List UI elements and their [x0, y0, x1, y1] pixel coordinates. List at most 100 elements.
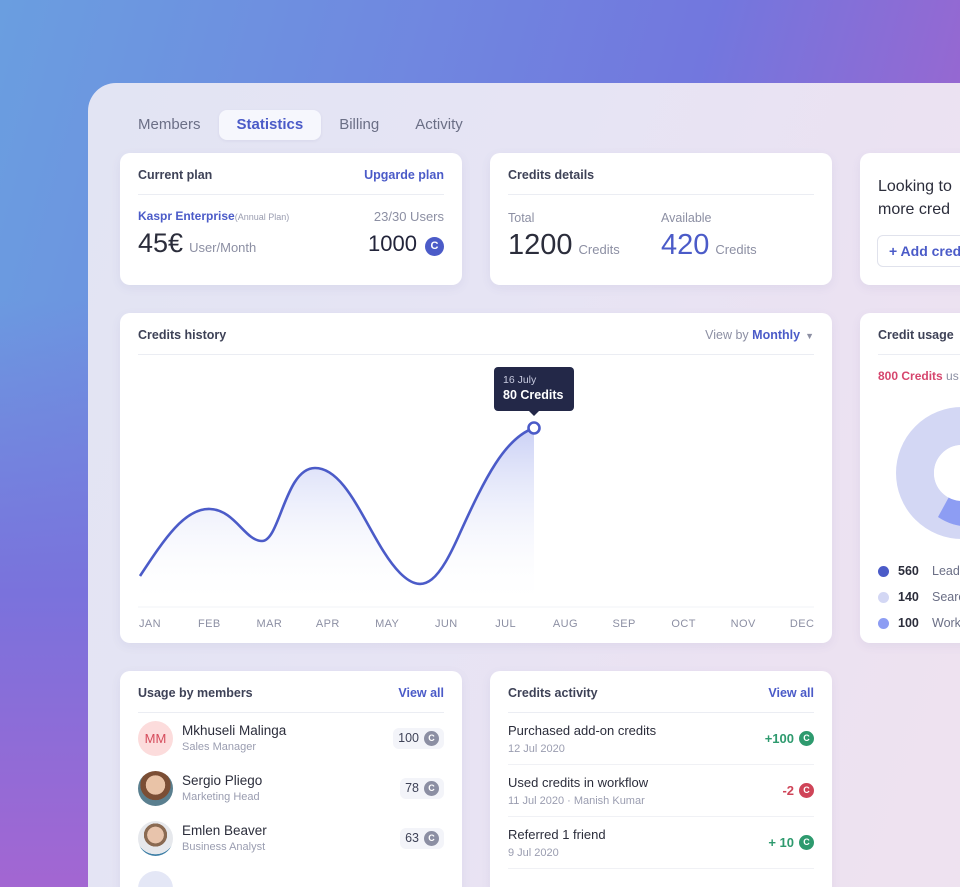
total-value: 1200	[508, 229, 573, 261]
add-credits-button[interactable]: + Add cred	[877, 235, 960, 267]
x-axis: JAN FEB MAR APR MAY JUN JUL AUG SEP OCT …	[138, 618, 814, 630]
avatar	[138, 820, 173, 856]
activity-row: Referred 1 friend 9 Jul 2020 + 10 C	[508, 817, 814, 869]
legend-item: 560 Lead	[878, 558, 960, 584]
plan-price: 45€	[138, 228, 184, 258]
credits-used-suffix: us	[946, 369, 959, 383]
card-title: Credits activity	[508, 686, 598, 700]
member-name: Sergio Pliego	[182, 773, 263, 788]
credit-usage-card: Credit usage 800 Credits us 560 Lead 140…	[860, 313, 960, 643]
view-by-dropdown[interactable]: View by Monthly ▼	[705, 328, 814, 342]
view-all-activity-link[interactable]: View all	[768, 686, 814, 700]
card-title: Credits details	[508, 168, 595, 182]
plan-credits: 1000	[368, 230, 417, 256]
x-tick: AUG	[552, 618, 578, 630]
member-role: Business Analyst	[182, 841, 266, 853]
card-title: Current plan	[138, 168, 213, 182]
usage-by-members-card: Usage by members View all MM Mkhuseli Ma…	[120, 671, 462, 887]
promo-line-2: more cred	[878, 201, 951, 218]
x-tick: MAR	[256, 618, 283, 630]
available-unit: Credits	[715, 242, 757, 257]
add-credits-promo-card: Looking to more cred + Add cred	[860, 153, 960, 285]
credit-coin-icon: C	[799, 731, 814, 746]
member-credits-badge: 63 C	[400, 827, 444, 849]
plan-users: 23/30 Users	[373, 209, 444, 224]
plan-type: (Annual Plan)	[234, 212, 290, 222]
total-unit: Credits	[578, 242, 620, 257]
activity-amount: -2 C	[782, 783, 814, 798]
avatar: MM	[138, 720, 173, 756]
card-title: Usage by members	[138, 686, 253, 700]
chevron-down-icon: ▼	[805, 331, 814, 341]
activity-title: Purchased add-on credits	[508, 722, 657, 738]
member-credits-badge: 100 C	[393, 727, 444, 749]
x-tick: FEB	[197, 618, 221, 630]
chart-line	[138, 426, 535, 586]
tab-statistics[interactable]: Statistics	[218, 110, 322, 140]
available-value: 420	[661, 229, 710, 261]
member-row[interactable]: MM Mkhuseli Malinga Sales Manager 100 C	[138, 713, 444, 763]
member-name: Emlen Beaver	[182, 823, 267, 838]
member-name: Mkhuseli Malinga	[182, 723, 287, 738]
x-tick: JAN	[139, 618, 161, 630]
tooltip-value: 80 Credits	[503, 388, 564, 402]
x-tick: NOV	[730, 618, 756, 630]
plan-name: Kaspr Enterprise	[138, 209, 235, 223]
member-row[interactable]: Emlen Beaver Business Analyst 63 C	[138, 813, 444, 863]
credit-coin-icon: C	[425, 236, 444, 256]
member-credits-badge: 78 C	[400, 777, 444, 799]
current-plan-card: Current plan Upgarde plan Kaspr Enterpri…	[120, 153, 462, 285]
credits-details-card: Credits details Total 1200 Credits Avail…	[490, 153, 832, 285]
activity-title: Used credits in workflow	[508, 774, 649, 790]
price-unit: User/Month	[189, 240, 257, 255]
highlight-point[interactable]	[527, 421, 541, 435]
credit-coin-icon: C	[424, 730, 439, 746]
credits-used: 800 Credits	[878, 369, 943, 383]
total-label: Total	[508, 211, 535, 225]
chart-tooltip: 16 July 80 Credits	[494, 367, 574, 416]
tooltip-date: 16 July	[503, 374, 537, 386]
x-tick: JUL	[495, 618, 516, 630]
activity-title: Referred 1 friend	[508, 826, 606, 842]
member-role: Sales Manager	[182, 741, 256, 753]
tab-activity[interactable]: Activity	[415, 116, 463, 133]
card-title: Credit usage	[878, 328, 954, 342]
x-tick: OCT	[671, 618, 696, 630]
member-row[interactable]	[138, 863, 444, 887]
legend-item: 100 Work	[878, 610, 960, 636]
usage-donut-chart	[896, 407, 960, 539]
legend-dot-icon	[878, 591, 889, 603]
promo-line-1: Looking to	[878, 178, 952, 195]
tab-members[interactable]: Members	[138, 116, 201, 133]
credits-activity-card: Credits activity View all Purchased add-…	[490, 671, 832, 887]
view-by-label: View by	[705, 328, 749, 342]
x-tick: SEP	[612, 618, 636, 630]
avatar	[138, 870, 173, 887]
activity-amount: +100 C	[765, 731, 814, 746]
legend-item: 140 Searc	[878, 584, 960, 610]
activity-amount: + 10 C	[768, 835, 814, 850]
credits-history-card: Credits history View by Monthly ▼ 16 July…	[120, 313, 832, 643]
activity-row: Purchased add-on credits 12 Jul 2020 +10…	[508, 713, 814, 765]
credit-coin-icon: C	[424, 830, 439, 846]
activity-meta: 12 Jul 2020	[508, 742, 565, 755]
x-tick: DEC	[789, 618, 815, 630]
credit-coin-icon: C	[424, 780, 439, 796]
x-tick: JUN	[435, 618, 458, 630]
activity-meta: 9 Jul 2020	[508, 846, 559, 859]
activity-meta: 11 Jul 2020 · Manish Kumar	[508, 794, 645, 807]
credit-coin-icon: C	[799, 835, 814, 850]
tab-billing[interactable]: Billing	[339, 116, 380, 133]
credit-coin-icon: C	[799, 783, 814, 798]
member-role: Marketing Head	[182, 791, 260, 803]
card-title: Credits history	[138, 328, 227, 342]
activity-row: Used credits in workflow 11 Jul 2020 · M…	[508, 765, 814, 817]
view-by-value: Monthly	[752, 328, 801, 342]
member-row[interactable]: Sergio Pliego Marketing Head 78 C	[138, 763, 444, 813]
x-tick: APR	[315, 618, 340, 630]
view-all-members-link[interactable]: View all	[398, 686, 444, 700]
avatar	[138, 770, 173, 806]
upgrade-plan-link[interactable]: Upgarde plan	[364, 168, 444, 182]
background-gradient	[0, 300, 100, 887]
legend-dot-icon	[878, 617, 889, 629]
